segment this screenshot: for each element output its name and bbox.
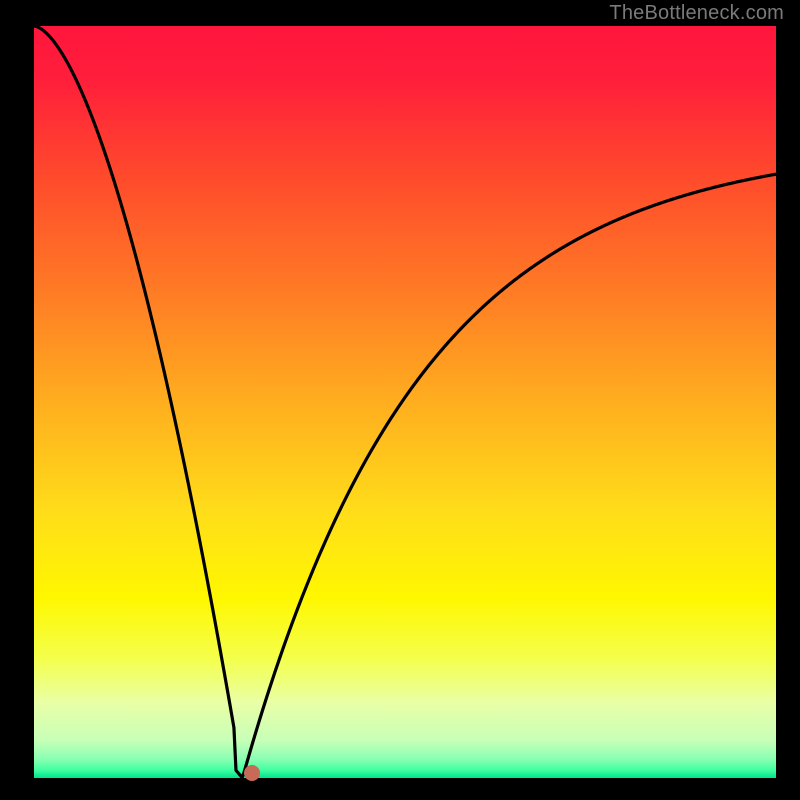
attribution-text: TheBottleneck.com [609,2,784,25]
bottleneck-curve [34,26,776,778]
bottleneck-chart [34,26,776,778]
chart-curve-layer [34,26,776,778]
bottleneck-marker-dot [244,765,260,781]
